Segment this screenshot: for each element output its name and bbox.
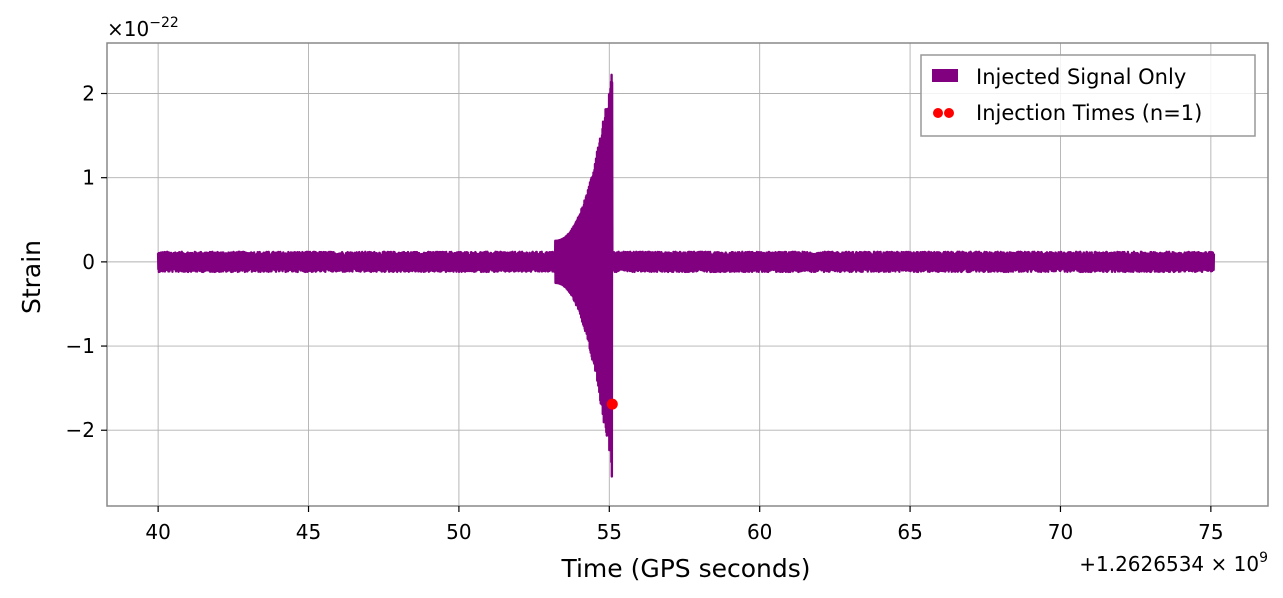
injection-time-marker <box>606 398 618 410</box>
x-tick-label: 70 <box>1048 520 1073 544</box>
y-axis-ticks: 2 1 0 −1 −2 <box>66 82 107 442</box>
legend-label-injected-signal: Injected Signal Only <box>976 65 1186 89</box>
legend: Injected Signal Only Injection Times (n=… <box>920 54 1256 137</box>
y-multiplier-base: ×10 <box>107 17 149 41</box>
legend-box <box>920 54 1256 137</box>
y-tick-label: 0 <box>82 250 95 274</box>
x-tick-label: 60 <box>747 520 772 544</box>
y-tick-label: 2 <box>82 82 95 106</box>
x-tick-label: 50 <box>446 520 471 544</box>
x-offset: +1.2626534 × 109 <box>1079 550 1268 576</box>
y-multiplier: ×10−22 <box>107 15 179 41</box>
y-axis-label: Strain <box>17 240 46 314</box>
y-tick-label: −2 <box>66 418 95 442</box>
x-tick-label: 40 <box>145 520 170 544</box>
x-offset-exponent: 9 <box>1259 550 1268 566</box>
x-tick-label: 55 <box>597 520 622 544</box>
injected-signal-line <box>156 73 1216 478</box>
legend-label-injection-times: Injection Times (n=1) <box>976 101 1202 125</box>
x-offset-base: +1.2626534 × 10 <box>1079 552 1259 576</box>
y-multiplier-exponent: −22 <box>149 15 179 31</box>
legend-marker-injection-times <box>933 108 943 118</box>
plot-frame <box>106 42 1269 507</box>
x-tick-label: 45 <box>296 520 321 544</box>
x-axis-ticks: 40 45 50 55 60 65 70 75 <box>145 506 1224 544</box>
y-tick-label: 1 <box>82 166 95 190</box>
x-axis-label: Time (GPS seconds) <box>560 554 810 583</box>
x-tick-label: 75 <box>1198 520 1223 544</box>
series-layer <box>156 73 1216 478</box>
legend-marker-injection-times <box>944 108 954 118</box>
y-tick-label: −1 <box>66 334 95 358</box>
x-tick-label: 65 <box>897 520 922 544</box>
legend-swatch-injected-signal <box>932 69 958 82</box>
